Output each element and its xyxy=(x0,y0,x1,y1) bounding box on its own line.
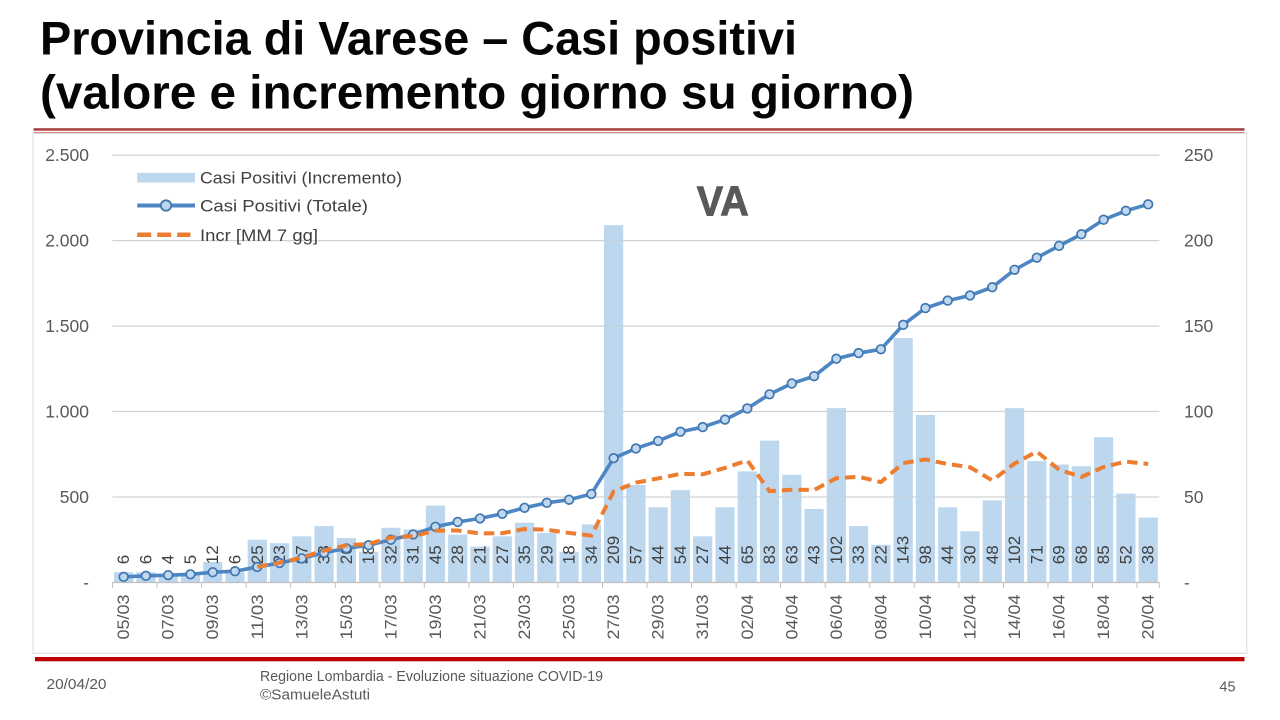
svg-text:12: 12 xyxy=(203,545,222,564)
svg-text:02/04: 02/04 xyxy=(738,595,757,640)
svg-text:200: 200 xyxy=(1184,231,1213,251)
svg-text:Casi Positivi (Totale): Casi Positivi (Totale) xyxy=(200,197,368,216)
svg-text:18/04: 18/04 xyxy=(1094,595,1113,640)
svg-text:06/04: 06/04 xyxy=(827,595,846,640)
svg-text:38: 38 xyxy=(1139,545,1158,564)
svg-text:(valore e incremento giorno su: (valore e incremento giorno su giorno) xyxy=(40,66,914,119)
svg-text:6: 6 xyxy=(114,555,133,564)
svg-text:31/03: 31/03 xyxy=(693,595,712,640)
svg-text:44: 44 xyxy=(649,545,668,564)
svg-text:22: 22 xyxy=(871,545,890,564)
svg-text:52: 52 xyxy=(1116,545,1135,564)
svg-text:10/04: 10/04 xyxy=(916,595,935,640)
svg-text:48: 48 xyxy=(983,545,1002,564)
svg-text:68: 68 xyxy=(1072,545,1091,564)
svg-text:44: 44 xyxy=(715,545,734,564)
svg-text:19/03: 19/03 xyxy=(426,595,445,640)
svg-text:07/03: 07/03 xyxy=(159,595,178,640)
svg-text:44: 44 xyxy=(938,545,957,564)
svg-text:45: 45 xyxy=(426,545,445,564)
svg-text:6: 6 xyxy=(136,555,155,564)
svg-text:1.500: 1.500 xyxy=(45,316,89,336)
svg-text:143: 143 xyxy=(894,536,913,564)
svg-text:98: 98 xyxy=(916,545,935,564)
svg-text:13/03: 13/03 xyxy=(292,595,311,640)
svg-text:27/03: 27/03 xyxy=(604,595,623,640)
svg-text:57: 57 xyxy=(626,545,645,564)
svg-text:85: 85 xyxy=(1094,545,1113,564)
svg-text:05/03: 05/03 xyxy=(114,595,133,640)
svg-text:500: 500 xyxy=(60,487,89,507)
svg-text:43: 43 xyxy=(805,545,824,564)
svg-text:102: 102 xyxy=(827,536,846,564)
svg-text:17/03: 17/03 xyxy=(381,595,400,640)
svg-text:29: 29 xyxy=(537,545,556,564)
svg-text:16/04: 16/04 xyxy=(1050,595,1069,640)
svg-text:32: 32 xyxy=(381,545,400,564)
svg-text:-: - xyxy=(1184,573,1190,593)
svg-text:4: 4 xyxy=(159,555,178,564)
svg-text:54: 54 xyxy=(671,545,690,564)
svg-text:09/03: 09/03 xyxy=(203,595,222,640)
svg-text:18: 18 xyxy=(560,545,579,564)
svg-text:18: 18 xyxy=(359,545,378,564)
svg-text:35: 35 xyxy=(515,545,534,564)
svg-text:150: 150 xyxy=(1184,316,1213,336)
svg-text:45: 45 xyxy=(1219,679,1235,695)
svg-text:Provincia di Varese – Casi pos: Provincia di Varese – Casi positivi xyxy=(40,12,797,65)
svg-text:25/03: 25/03 xyxy=(560,595,579,640)
svg-text:2.000: 2.000 xyxy=(45,231,89,251)
svg-text:14/04: 14/04 xyxy=(1005,595,1024,640)
svg-text:69: 69 xyxy=(1050,545,1069,564)
svg-text:29/03: 29/03 xyxy=(649,595,668,640)
svg-text:100: 100 xyxy=(1184,402,1213,422)
svg-text:31: 31 xyxy=(404,545,423,564)
svg-text:15/03: 15/03 xyxy=(337,595,356,640)
svg-text:04/04: 04/04 xyxy=(782,595,801,640)
svg-text:33: 33 xyxy=(849,545,868,564)
svg-text:63: 63 xyxy=(782,545,801,564)
svg-text:65: 65 xyxy=(738,545,757,564)
svg-text:21: 21 xyxy=(470,545,489,564)
svg-text:30: 30 xyxy=(960,545,979,564)
svg-text:50: 50 xyxy=(1184,487,1204,507)
svg-text:Casi Positivi (Incremento): Casi Positivi (Incremento) xyxy=(200,169,402,188)
svg-text:27: 27 xyxy=(693,545,712,564)
svg-text:2.500: 2.500 xyxy=(45,145,89,165)
svg-text:©SamueleAstuti: ©SamueleAstuti xyxy=(260,688,370,704)
svg-text:209: 209 xyxy=(604,536,623,564)
svg-text:Incr [MM 7 gg]: Incr [MM 7 gg] xyxy=(200,226,318,245)
svg-text:27: 27 xyxy=(493,545,512,564)
svg-text:21/03: 21/03 xyxy=(470,595,489,640)
svg-text:12/04: 12/04 xyxy=(960,595,979,640)
svg-text:102: 102 xyxy=(1005,536,1024,564)
svg-text:Regione Lombardia - Evoluzione: Regione Lombardia - Evoluzione situazion… xyxy=(260,669,603,685)
svg-text:25: 25 xyxy=(248,545,267,564)
svg-text:71: 71 xyxy=(1027,545,1046,564)
svg-text:20/04/20: 20/04/20 xyxy=(47,677,107,693)
svg-text:11/03: 11/03 xyxy=(248,595,267,640)
svg-text:83: 83 xyxy=(760,545,779,564)
svg-text:08/04: 08/04 xyxy=(871,595,890,640)
svg-text:28: 28 xyxy=(448,545,467,564)
svg-text:20/04: 20/04 xyxy=(1139,595,1158,640)
svg-text:250: 250 xyxy=(1184,145,1213,165)
svg-text:6: 6 xyxy=(226,555,245,564)
svg-text:VA: VA xyxy=(697,178,749,225)
svg-text:23: 23 xyxy=(270,545,289,564)
svg-text:-: - xyxy=(83,573,89,593)
svg-text:5: 5 xyxy=(181,555,200,564)
svg-text:1.000: 1.000 xyxy=(45,402,89,422)
svg-text:23/03: 23/03 xyxy=(515,595,534,640)
svg-text:34: 34 xyxy=(582,545,601,564)
